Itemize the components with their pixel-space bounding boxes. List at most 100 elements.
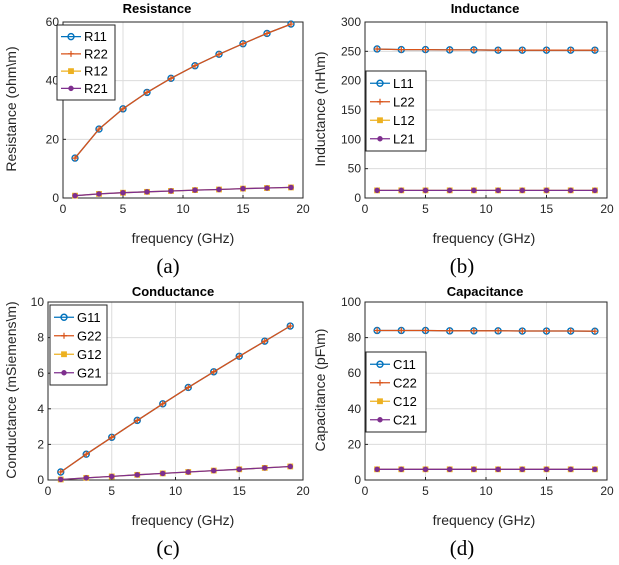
series-point-l22-plus-marker [398, 46, 405, 53]
legend-entry: L11 [393, 76, 414, 91]
series-point-r22-plus-marker [96, 126, 102, 133]
x-axis-label: frequency (GHz) [433, 230, 536, 246]
x-tick-label: 5 [120, 202, 127, 216]
series-point-r21-dot-marker [288, 184, 294, 191]
x-tick-label: 0 [362, 202, 369, 216]
series-point-l22-plus-marker [374, 45, 381, 52]
series-point-c22-plus-marker [543, 328, 550, 335]
legend-entry: L12 [393, 113, 415, 128]
y-tick-label: 80 [348, 331, 362, 345]
legend-swatch-plus-marker [68, 50, 74, 57]
legend-entry: L22 [393, 94, 415, 109]
x-tick-label: 0 [362, 484, 369, 498]
legend-entry: G11 [77, 310, 101, 325]
series-point-l22-plus-marker [543, 47, 550, 54]
y-axis-label: Conductance (mSiemens\m) [3, 301, 19, 478]
series-point-r21-dot-marker [144, 189, 150, 195]
legend-swatch-plus-marker [377, 379, 383, 386]
legend-swatch-circle-marker [60, 313, 68, 321]
series-point-l22-plus-marker [567, 47, 574, 54]
legend-swatch-dot-marker [377, 417, 383, 423]
series-point-r21-dot-marker [72, 192, 78, 199]
series-point-g21-dot-marker [134, 472, 140, 478]
y-tick-label: 40 [348, 402, 362, 416]
legend-entry: G21 [77, 365, 102, 380]
series-point-l21-dot-marker [592, 187, 598, 194]
y-tick-label: 0 [52, 191, 59, 205]
series-point-c21-dot-marker [422, 466, 429, 473]
y-tick-label: 8 [37, 331, 44, 345]
y-tick-label: 150 [341, 103, 361, 117]
y-tick-label: 60 [46, 15, 60, 29]
series-point-g21-dot-marker [236, 466, 242, 473]
y-tick-label: 0 [354, 473, 361, 487]
series-point-l21-dot-marker [495, 187, 501, 194]
series-point-l21-dot-marker [519, 187, 525, 194]
series-line-r22 [74, 23, 292, 159]
y-axis-label: Resistance (ohm\m) [3, 46, 19, 171]
x-tick-label: 20 [296, 484, 310, 498]
series-point-l22-plus-marker [470, 46, 477, 53]
series-point-g21-dot-marker [185, 469, 191, 475]
x-tick-label: 10 [169, 484, 183, 498]
series-point-c21-dot-marker [398, 466, 404, 473]
x-tick-label: 15 [236, 202, 250, 216]
x-tick-label: 0 [45, 484, 52, 498]
series-line-l22 [377, 48, 595, 51]
series-point-g22-plus-marker [57, 468, 64, 475]
series-line-g22 [60, 325, 291, 473]
y-tick-label: 50 [348, 162, 362, 176]
series-point-r22-plus-marker [216, 51, 222, 58]
y-tick-label: 10 [31, 295, 45, 309]
legend-swatch-dot-marker [61, 370, 67, 376]
legend-swatch-square-marker [61, 351, 67, 358]
y-tick-label: 0 [37, 473, 44, 487]
series-point-c22-plus-marker [470, 327, 477, 334]
series-point-g22-plus-marker [83, 451, 90, 458]
series-point-r21-dot-marker [216, 186, 222, 193]
series-point-l21-dot-marker [422, 187, 429, 194]
series-point-l22-plus-marker [422, 46, 429, 53]
legend-entry: G12 [77, 347, 102, 362]
y-tick-label: 250 [341, 44, 361, 58]
series-point-c22-plus-marker [398, 327, 405, 334]
series-point-l22-plus-marker [591, 47, 598, 54]
legend-swatch-plus-marker [61, 332, 67, 339]
legend-entry: R11 [84, 29, 107, 44]
series-point-c21-dot-marker [543, 466, 550, 473]
panel-caption: (c) [156, 536, 179, 560]
x-tick-label: 5 [108, 484, 115, 498]
legend-box [49, 304, 108, 386]
legend-entry: R12 [84, 64, 108, 79]
y-axis-label: Inductance (nH\m) [312, 51, 328, 166]
legend-box [365, 351, 427, 433]
series-point-g22-plus-marker [185, 384, 192, 391]
series-point-r21-dot-marker [120, 190, 126, 196]
y-tick-label: 20 [348, 437, 362, 451]
x-axis-label: frequency (GHz) [433, 512, 536, 528]
legend-entry: R21 [84, 81, 108, 96]
chart-title: Capacitance [447, 284, 524, 299]
series-point-c21-dot-marker [568, 466, 574, 473]
series-point-r22-plus-marker [72, 155, 78, 162]
series-point-r21-dot-marker [96, 191, 102, 197]
legend-swatch-square-marker [68, 68, 74, 75]
y-tick-label: 100 [341, 295, 361, 309]
chart-title: Inductance [451, 1, 520, 16]
series-point-c22-plus-marker [422, 327, 429, 334]
x-tick-label: 15 [540, 484, 554, 498]
series-point-r22-plus-marker [120, 105, 126, 112]
series-point-r22-plus-marker [240, 40, 246, 47]
chart-panel-b: Inductance frequency (GHz) Inductance (n… [312, 1, 614, 278]
series-point-c21-dot-marker [374, 466, 380, 473]
series-point-l21-dot-marker [471, 187, 477, 194]
series-point-g22-plus-marker [261, 338, 268, 345]
y-tick-label: 100 [341, 132, 361, 146]
series-line-c22 [377, 329, 595, 332]
y-tick-label: 6 [37, 366, 44, 380]
series-point-c21-dot-marker [447, 466, 453, 473]
series-point-r21-dot-marker [192, 187, 198, 193]
series-point-g22-plus-marker [236, 353, 243, 360]
x-tick-label: 5 [422, 202, 429, 216]
series-point-l22-plus-marker [519, 47, 526, 54]
